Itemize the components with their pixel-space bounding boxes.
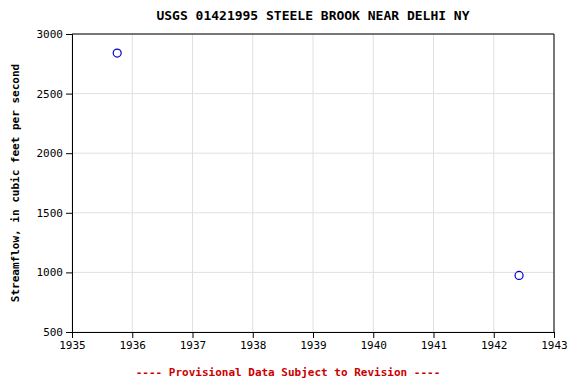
x-tick-label: 1940	[361, 339, 388, 352]
y-tick: 2000	[37, 147, 73, 160]
grid-line-x	[132, 34, 133, 332]
x-tick-label: 1939	[300, 339, 327, 352]
x-tick: 1936	[120, 332, 147, 352]
x-tick-label: 1938	[240, 339, 267, 352]
x-tick-mark	[373, 332, 374, 338]
y-tick-label: 1000	[37, 266, 64, 279]
grid-line-x	[493, 34, 494, 332]
y-tick-label: 2500	[37, 88, 64, 101]
y-tick: 2500	[37, 88, 73, 101]
x-tick-mark	[554, 332, 555, 338]
point	[515, 271, 523, 279]
points	[113, 49, 523, 279]
grid-line-y	[72, 272, 554, 273]
grid-line-y	[72, 93, 554, 94]
grid-line-y	[72, 212, 554, 213]
x-tick-label: 1937	[180, 339, 207, 352]
point	[113, 49, 121, 57]
y-tick-label: 3000	[37, 28, 64, 41]
grid-line-y	[72, 153, 554, 154]
y-tick-mark	[66, 332, 72, 333]
x-axis: 1935 1936 1937 1938 1939 1940 1941 1942 1943	[59, 332, 568, 352]
x-tick-label: 1936	[120, 339, 147, 352]
footnote: ---- Provisional Data Subject to Revisio…	[136, 366, 441, 379]
grid	[72, 34, 554, 332]
grid-line-x	[252, 34, 253, 332]
frame-right	[554, 34, 555, 332]
x-tick: 1943	[541, 332, 568, 352]
plot: 1935193619371938193919401941194219435001…	[37, 28, 568, 352]
x-tick: 1940	[361, 332, 388, 352]
y-tick: 3000	[37, 28, 73, 41]
y-tick-mark	[66, 94, 72, 95]
x-tick: 1935	[59, 332, 86, 352]
x-tick: 1942	[481, 332, 508, 352]
grid-line-x	[433, 34, 434, 332]
grid-line-x	[192, 34, 193, 332]
grid-line-x	[313, 34, 314, 332]
y-tick: 1500	[37, 207, 73, 220]
title: USGS 01421995 STEELE BROOK NEAR DELHI NY	[156, 8, 469, 23]
y-tick-mark	[66, 272, 72, 273]
x-tick-mark	[253, 332, 254, 338]
y-axis-line	[66, 35, 73, 333]
y-tick: 1000	[37, 266, 73, 279]
y-tick-label: 2000	[37, 147, 64, 160]
y-tick: 500	[43, 326, 72, 339]
y-tick-label: 500	[43, 326, 63, 339]
x-tick: 1941	[421, 332, 448, 352]
y-axis: 500 1000 1500 2000 2500 3000	[37, 28, 73, 339]
x-tick-mark	[193, 332, 194, 338]
y-tick-mark	[66, 213, 72, 214]
chart: 1935193619371938193919401941194219435001…	[0, 0, 576, 384]
x-tick-label: 1942	[481, 339, 508, 352]
frame-top	[72, 34, 554, 35]
y-tick-label: 1500	[37, 207, 64, 220]
x-tick-mark	[313, 332, 314, 338]
x-axis-line	[73, 333, 555, 339]
x-tick-mark	[434, 332, 435, 338]
x-tick-mark	[494, 332, 495, 338]
x-tick: 1939	[300, 332, 327, 352]
x-tick: 1938	[240, 332, 267, 352]
x-tick: 1937	[180, 332, 207, 352]
x-tick-label: 1943	[541, 339, 568, 352]
x-tick-label: 1935	[59, 339, 86, 352]
grid-line-x	[554, 34, 555, 332]
y-axis-title: Streamflow, in cubic feet per second	[9, 64, 22, 302]
x-tick-label: 1941	[421, 339, 448, 352]
y-tick-mark	[66, 34, 72, 35]
grid-line-y	[72, 34, 554, 35]
y-tick-mark	[66, 153, 72, 154]
grid-line-x	[373, 34, 374, 332]
x-tick-mark	[132, 332, 133, 338]
